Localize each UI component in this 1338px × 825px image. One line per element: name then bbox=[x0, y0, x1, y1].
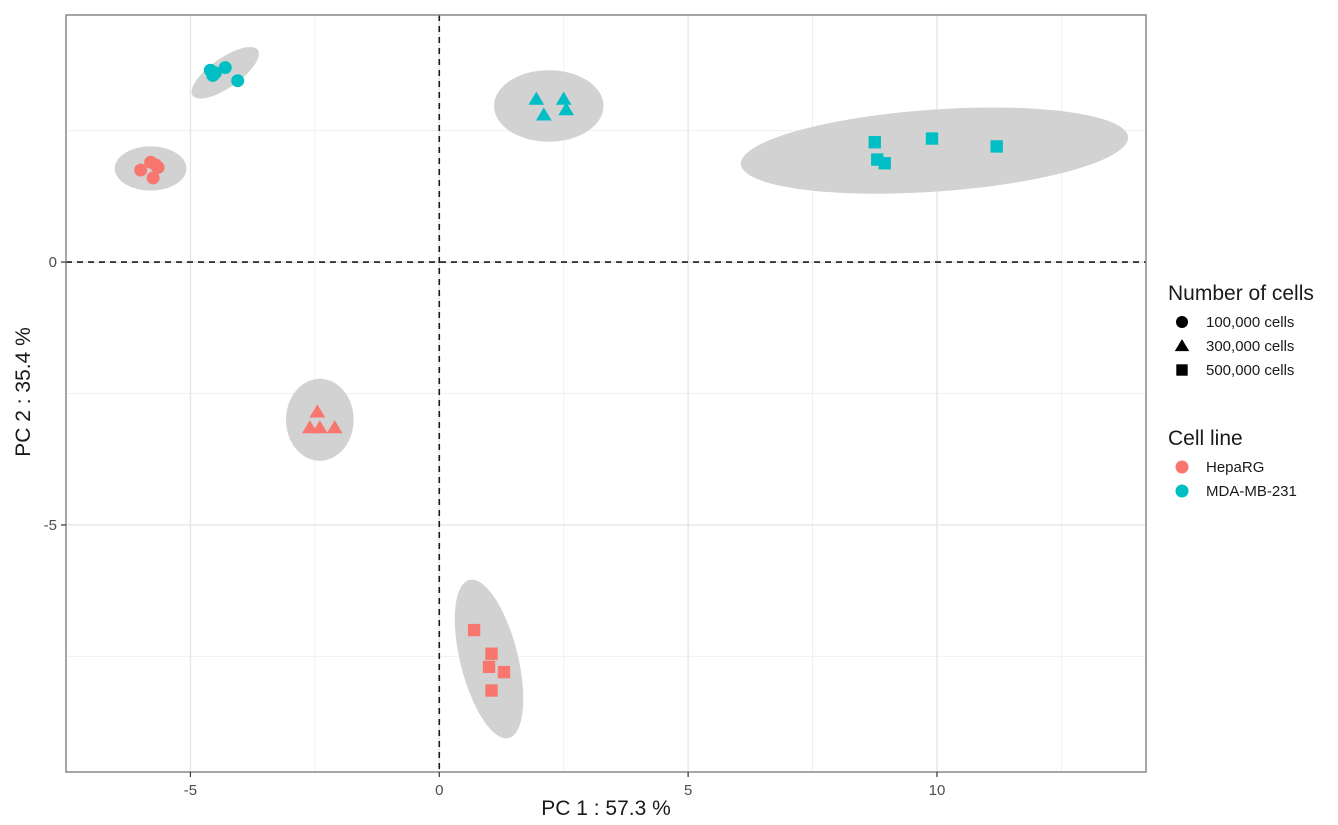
x-tick-label: 10 bbox=[929, 782, 946, 799]
x-tick-label: 0 bbox=[435, 782, 443, 799]
data-point-circle bbox=[151, 160, 165, 174]
legend-key-circle bbox=[1176, 316, 1188, 328]
data-point-square bbox=[482, 660, 496, 674]
confidence-ellipse bbox=[285, 378, 354, 461]
legend-key-square bbox=[1176, 364, 1188, 376]
data-point-square bbox=[878, 157, 891, 170]
data-point-circle bbox=[134, 163, 148, 177]
x-axis-title: PC 1 : 57.3 % bbox=[541, 797, 671, 820]
legend-item-label: 300,000 cells bbox=[1206, 338, 1294, 355]
data-point-triangle bbox=[555, 91, 572, 105]
data-point-square bbox=[467, 623, 481, 637]
legend-item-label: MDA-MB-231 bbox=[1206, 483, 1297, 500]
legend-key-triangle bbox=[1174, 339, 1190, 352]
data-point-triangle bbox=[528, 91, 545, 105]
reference-lines bbox=[66, 15, 1146, 772]
confidence-ellipse bbox=[494, 70, 604, 142]
plot-border bbox=[65, 14, 1147, 773]
x-tick-label: -5 bbox=[184, 782, 197, 799]
data-point-triangle bbox=[535, 107, 552, 121]
legend-item-label: HepaRG bbox=[1206, 459, 1264, 476]
data-point-square bbox=[990, 140, 1003, 153]
legend-title: Cell line bbox=[1168, 427, 1243, 450]
data-point-triangle bbox=[309, 404, 326, 418]
data-point-circle bbox=[231, 74, 245, 88]
data-point-circle bbox=[218, 61, 232, 75]
data-point-triangle bbox=[311, 420, 328, 434]
confidence-ellipse bbox=[740, 107, 1129, 194]
data-point-triangle bbox=[558, 102, 575, 116]
legend-title: Number of cells bbox=[1168, 282, 1314, 305]
axis-ticks: -5 0 5 10 -5 0 bbox=[44, 254, 946, 799]
x-tick-label: 5 bbox=[684, 782, 692, 799]
legend-key-color bbox=[1175, 460, 1189, 474]
data-points bbox=[65, 14, 1147, 773]
data-point-square bbox=[485, 647, 498, 660]
legend: Number of cells 100,000 cells 300,000 cell… bbox=[1168, 282, 1314, 500]
y-tick-label: 0 bbox=[49, 254, 57, 271]
legend-item-label: 500,000 cells bbox=[1206, 362, 1294, 379]
confidence-ellipses bbox=[114, 47, 1129, 739]
y-axis-title: PC 2 : 35.4 % bbox=[12, 327, 35, 457]
legend-key-color bbox=[1175, 484, 1189, 498]
data-point-square bbox=[925, 132, 939, 145]
data-point-square bbox=[868, 136, 881, 149]
data-point-circle bbox=[208, 66, 222, 80]
data-point-square bbox=[497, 665, 511, 679]
data-point-square bbox=[485, 684, 498, 697]
data-point-triangle bbox=[302, 420, 318, 434]
y-tick-label: -5 bbox=[44, 517, 57, 534]
data-point-triangle bbox=[326, 420, 343, 434]
legend-item-label: 100,000 cells bbox=[1206, 314, 1294, 331]
data-point-circle bbox=[146, 171, 160, 185]
